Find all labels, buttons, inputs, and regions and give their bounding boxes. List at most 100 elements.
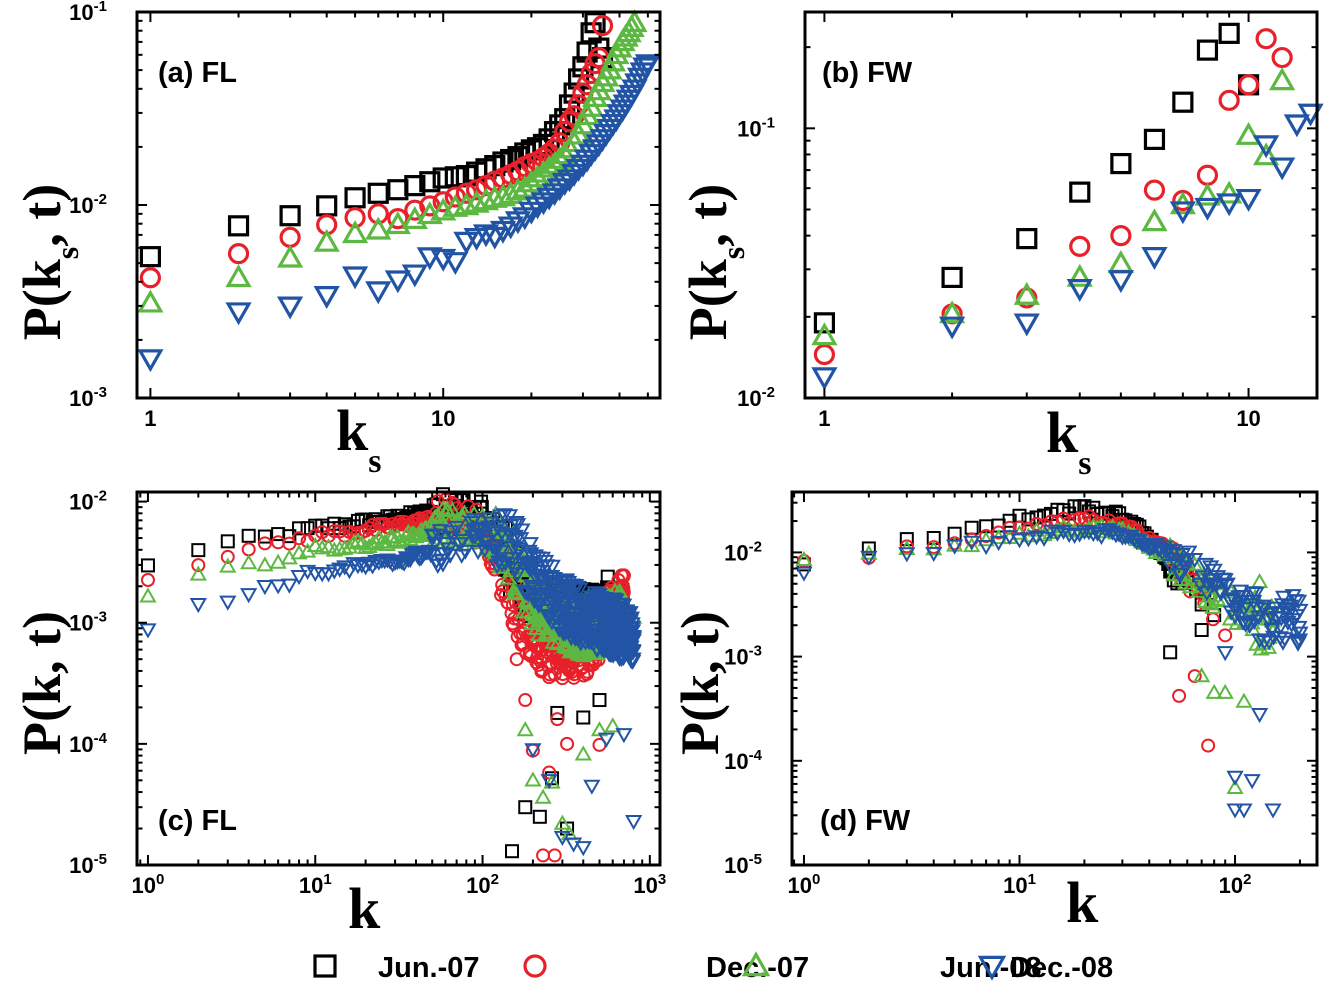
data-point [1196, 164, 1219, 186]
legend-item: Jun.-07 [313, 952, 480, 981]
plot-frame [135, 490, 662, 867]
data-point [1013, 281, 1040, 305]
data-point [419, 171, 441, 193]
data-point [550, 705, 565, 720]
data-point [1186, 553, 1204, 569]
data-point [443, 501, 461, 517]
data-point [306, 536, 324, 552]
y-tick-label: 10-2 [69, 191, 107, 218]
data-point [191, 543, 206, 558]
data-point [1243, 774, 1261, 790]
data-point [1276, 632, 1294, 648]
data-point [220, 549, 235, 564]
panel-b-fw: 1 10 10-2 10-1 (b) FW ks P(ks, t) [678, 10, 1324, 482]
data-point [1042, 524, 1060, 540]
data-point [257, 529, 272, 544]
data-point [938, 316, 966, 340]
data-point [313, 539, 331, 555]
x-tick-label: 100 [788, 871, 821, 898]
data-point [308, 528, 323, 543]
data-point [625, 631, 643, 647]
data-point [227, 215, 250, 237]
data-point [550, 712, 565, 727]
data-point [524, 196, 551, 220]
data-point [604, 717, 622, 733]
data-point [290, 569, 308, 586]
data-point [432, 167, 454, 189]
data-point [1226, 803, 1244, 819]
data-point [568, 580, 586, 596]
data-point [624, 652, 642, 668]
y-tick-label: 10-2 [724, 538, 762, 565]
data-point [1271, 46, 1293, 69]
data-point [534, 788, 552, 804]
data-point [384, 270, 411, 294]
data-point [378, 535, 397, 551]
data-point [240, 554, 258, 570]
x-tick-label: 101 [1003, 871, 1036, 898]
y-tick-label: 10-3 [724, 643, 762, 670]
legend-label: Dec.-08 [1010, 952, 1113, 981]
x-axis-title: k [348, 876, 381, 941]
panel-label: (d) FW [820, 805, 911, 837]
data-point [219, 595, 237, 611]
x-tick-label: 1 [144, 406, 156, 431]
markers [795, 499, 1309, 819]
y-tick-label: 10-1 [737, 114, 775, 141]
data-point [404, 175, 426, 197]
data-point [313, 228, 340, 252]
data-point [431, 524, 450, 540]
data-point [596, 612, 614, 628]
data-point [592, 693, 607, 708]
data-point [1235, 803, 1253, 819]
data-point [336, 560, 354, 576]
data-point [442, 252, 469, 276]
data-point [404, 199, 426, 221]
data-point [344, 207, 366, 229]
data-point [325, 541, 343, 557]
data-point [225, 302, 252, 326]
data-point [1290, 633, 1309, 649]
data-point [280, 578, 298, 594]
data-point [813, 312, 836, 334]
data-point [536, 554, 555, 570]
data-point [1250, 633, 1269, 649]
data-point [227, 242, 250, 265]
data-point [860, 550, 878, 566]
data-point [532, 809, 547, 824]
data-point [1226, 778, 1244, 795]
data-point [861, 541, 876, 556]
data-point [256, 580, 274, 596]
data-point [1180, 545, 1198, 561]
data-point [521, 537, 539, 553]
markers [811, 22, 1324, 391]
data-point [621, 9, 648, 33]
data-point [1250, 610, 1268, 626]
data-point [513, 523, 531, 539]
data-point [441, 548, 459, 564]
data-point [536, 848, 551, 863]
data-point [540, 774, 558, 790]
y-axis-title: P(ks, t) [678, 184, 751, 340]
data-point [1264, 803, 1282, 819]
data-point [491, 509, 510, 525]
data-point [1169, 201, 1196, 225]
data-point [472, 187, 500, 211]
x-tick-label: 100 [132, 871, 165, 898]
data-point [456, 544, 475, 560]
legend-label: Jun.-07 [378, 952, 480, 981]
legend-marker [741, 951, 771, 977]
y-axis-title: P(k, t) [670, 611, 730, 755]
data-point [139, 267, 161, 289]
data-point [1194, 197, 1221, 221]
data-point [1266, 601, 1284, 617]
panel-label: (b) FW [822, 57, 913, 89]
data-point [560, 736, 575, 751]
data-point [365, 281, 392, 305]
data-point [1066, 279, 1093, 302]
data-point [282, 529, 297, 544]
data-point [313, 286, 340, 309]
x-axis-title: k [1066, 870, 1099, 935]
data-point [344, 187, 366, 209]
data-point [1196, 39, 1219, 61]
